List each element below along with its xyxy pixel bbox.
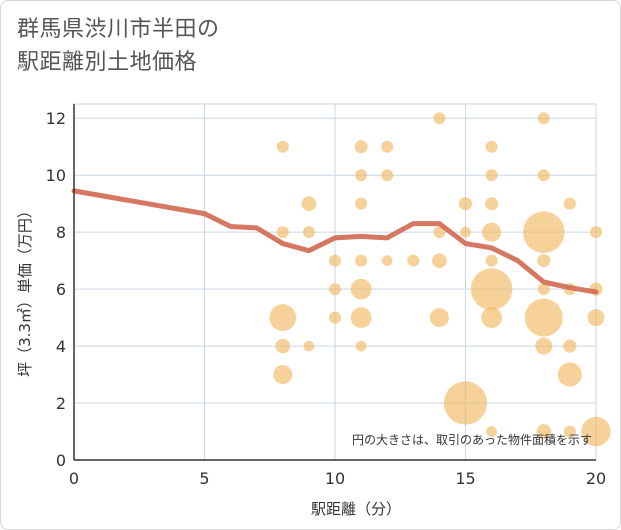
x-tick-label: 20	[586, 469, 606, 488]
y-axis-label: 坪（3.3㎡）単価（万円）	[16, 203, 34, 377]
x-tick-label: 10	[325, 469, 345, 488]
average-line-layer	[71, 188, 599, 295]
axes: 0 5 10 15 20 0 2 4 6 8 10 12	[46, 104, 606, 488]
y-tick-label: 8	[56, 223, 66, 242]
bubble-point	[536, 424, 552, 439]
chart-title: 群馬県渋川市半田の 駅距離別土地価格	[17, 13, 220, 79]
x-tick-label: 15	[455, 469, 475, 488]
bubble-point	[354, 140, 368, 154]
bubble-point	[485, 169, 498, 182]
bubble-point	[587, 309, 605, 327]
bubble-point	[302, 226, 315, 239]
bubble-point	[275, 338, 291, 354]
bubble-point	[329, 254, 341, 267]
bubble-point	[355, 197, 368, 210]
bubble-point	[269, 304, 297, 332]
bubble-point	[537, 112, 550, 125]
bubble-point	[481, 307, 502, 328]
bubble-point	[355, 169, 368, 182]
bubble-point	[470, 268, 513, 310]
x-tick-label: 0	[69, 469, 79, 488]
bubble-point	[485, 197, 499, 211]
bubble-point	[301, 196, 317, 212]
bubble-point	[482, 222, 502, 242]
bubble-point	[303, 340, 315, 352]
bubble-point	[563, 425, 576, 438]
y-tick-label: 4	[56, 337, 66, 356]
bubble-point	[429, 308, 449, 328]
bubble-point	[273, 365, 293, 385]
bubble-point	[433, 226, 446, 239]
bubble-point	[381, 255, 393, 267]
average-price-line	[71, 188, 599, 295]
bubble-point	[485, 254, 498, 267]
bubble-point	[535, 337, 553, 355]
bubble-point	[590, 226, 602, 239]
size-annotation: 円の大きさは、取引のあった物件面積を示す	[352, 432, 592, 447]
bubble-point	[485, 140, 498, 153]
y-tick-label: 0	[56, 451, 66, 470]
grid	[73, 103, 597, 461]
bubble-point	[433, 112, 446, 125]
x-axis-label: 駅距離（分）	[311, 500, 401, 518]
bubble-point	[557, 362, 582, 387]
bubble-point	[537, 283, 550, 296]
bubble-point	[381, 140, 394, 153]
bubble-point	[432, 253, 447, 268]
bubble-point	[350, 307, 372, 328]
bubble-point	[537, 169, 550, 182]
bubble-point	[524, 298, 563, 337]
chart-title-line-2: 駅距離別土地価格	[17, 50, 198, 75]
bubble-point	[276, 226, 289, 239]
x-tick-label: 5	[199, 469, 209, 488]
bubble-point	[350, 278, 372, 300]
bubble-point	[381, 169, 394, 182]
bubble-point	[563, 197, 576, 210]
bubble-point	[329, 283, 341, 296]
bubble-point	[523, 211, 565, 253]
bubble-point	[355, 254, 368, 267]
bubble-point	[355, 340, 367, 352]
bubble-point	[329, 311, 341, 324]
bubble-point	[486, 426, 497, 437]
bubble-point	[407, 254, 420, 267]
bubble-point	[460, 226, 471, 238]
y-tick-label: 10	[46, 166, 66, 185]
bubble-point	[443, 381, 488, 425]
y-tick-label: 2	[56, 394, 66, 413]
bubbles	[269, 112, 611, 447]
chart-title-line-1: 群馬県渋川市半田の	[17, 17, 220, 42]
bubble-point	[537, 254, 551, 268]
bubble-point	[276, 140, 289, 153]
bubble-point	[458, 197, 473, 211]
bubble-point	[581, 416, 611, 447]
bubble-point	[563, 339, 577, 353]
y-tick-label: 12	[46, 109, 66, 128]
y-tick-label: 6	[56, 280, 66, 299]
